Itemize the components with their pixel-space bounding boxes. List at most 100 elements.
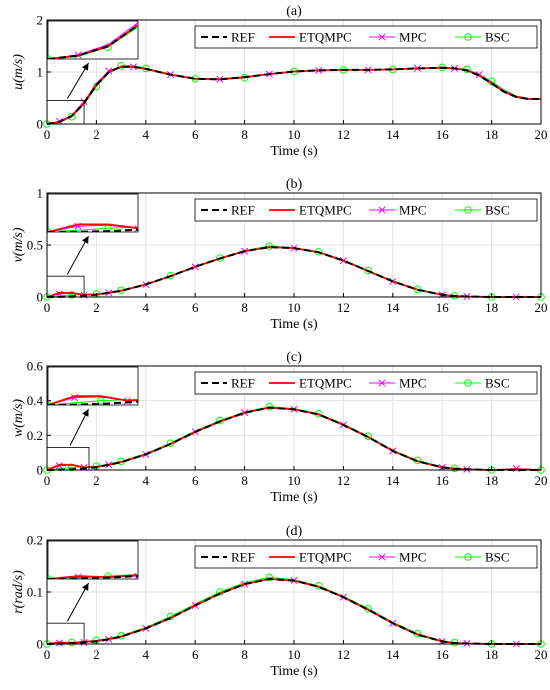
y-tick-label: 0.6 [27,359,44,374]
legend-label-bsc: BSC [485,203,510,218]
x-tick-label: 10 [288,647,301,662]
marker-bsc [464,553,472,561]
x-tick-label: 20 [535,473,548,488]
inset-series [48,222,138,232]
legend-label-bsc: BSC [485,550,510,565]
legend: REF ETQMPC MPC BSC [194,545,538,569]
marker-mpc [74,573,82,579]
marker-bsc [48,401,52,405]
x-tick-label: 6 [192,127,199,142]
x-tick-label: 12 [337,300,350,315]
x-tick-label: 2 [93,300,100,315]
legend: REF ETQMPC MPC BSC [194,371,538,395]
x-tick-label: 6 [192,647,199,662]
x-tick-label: 20 [535,127,548,142]
inset-series [48,21,138,59]
legend-label-ref: REF [231,203,255,218]
legend-label-etqmpc: ETQMPC [299,376,352,391]
y-tick-label: 2 [37,13,44,28]
y-tick-label: 0 [37,463,44,478]
x-tick-label: 12 [337,473,350,488]
legend-label-mpc: MPC [399,550,426,565]
x-tick-label: 18 [485,300,498,315]
inset-arrow-head [82,236,89,244]
legend-label-etqmpc: ETQMPC [299,30,352,45]
legend-box [194,371,538,395]
legend-label-ref: REF [231,30,255,45]
legend-label-mpc: MPC [399,30,426,45]
panel-title: (a) [286,4,302,19]
panel-d: 0 2 4 6 8 10 12 14 16 18 20 0 0.1 0.2 (d) Time (s) r(rad… [11,524,548,679]
inset [47,366,139,406]
y-tick-label: 0 [37,117,44,132]
x-tick-label: 6 [192,300,199,315]
inset [47,193,139,233]
x-tick-label: 18 [485,127,498,142]
x-tick-label: 20 [535,647,548,662]
marker-bsc [265,242,274,250]
x-tick-label: 8 [241,647,248,662]
y-axis-label: w(m/s) [11,399,26,437]
x-tick-label: 10 [288,473,301,488]
marker-bsc [48,55,52,59]
y-tick-label: 1 [37,65,44,80]
legend-box [194,198,538,222]
x-axis-label: Time (s) [270,664,318,679]
x-tick-label: 8 [241,127,248,142]
panel-title: (d) [286,524,303,539]
y-tick-label: 0.4 [27,393,44,408]
marker-mpc [134,21,138,27]
marker-bsc [464,33,472,41]
ticks: 0 2 4 6 8 10 12 14 16 18 20 0 0.5 1 [27,186,548,316]
panel-c: 0 2 4 6 8 10 12 14 16 18 20 0 0.2 0.4 0.6 (c) Time (s) w(… [11,350,548,505]
legend-label-mpc: MPC [399,376,426,391]
inset [47,20,139,60]
y-axis-label: v(m/s) [11,227,26,262]
marker-mpc [378,33,386,41]
y-tick-label: 0 [37,290,44,305]
x-axis-label: Time (s) [270,144,318,159]
x-tick-label: 18 [485,473,498,488]
x-tick-label: 14 [386,300,400,315]
x-tick-label: 0 [44,300,51,315]
inset-arrow-head [82,409,89,417]
inset-series [48,572,138,579]
inset-arrow [66,235,89,275]
legend: REF ETQMPC MPC BSC [194,25,538,49]
ticks: 0 2 4 6 8 10 12 14 16 18 20 0 0.1 0.2 [27,533,548,663]
x-tick-label: 4 [143,127,150,142]
x-tick-label: 16 [436,647,450,662]
marker-mpc [378,206,386,214]
y-tick-label: 0.1 [27,585,43,600]
legend-label-etqmpc: ETQMPC [299,203,352,218]
x-tick-label: 12 [337,647,350,662]
y-tick-label: 0.2 [27,428,43,443]
x-tick-label: 10 [288,127,301,142]
inset-arrow-head [81,63,89,71]
legend-label-etqmpc: ETQMPC [299,550,352,565]
y-axis-label: r(rad/s) [11,570,26,614]
ticks: 0 2 4 6 8 10 12 14 16 18 20 0 0.2 0.4 0.6 [27,359,548,489]
marker-mpc [134,572,138,579]
inset-frame [47,20,139,60]
x-tick-label: 10 [288,300,301,315]
marker-bsc [48,575,52,579]
x-tick-label: 4 [143,300,150,315]
inset-arrow [66,582,89,622]
marker-mpc [378,379,386,387]
x-tick-label: 2 [93,647,100,662]
x-axis-label: Time (s) [270,317,318,332]
marker-mpc [378,553,386,561]
panel-title: (c) [286,350,302,365]
marker-bsc [97,396,105,405]
x-tick-label: 4 [143,473,150,488]
x-tick-label: 12 [337,127,350,142]
panel-b: 0 2 4 6 8 10 12 14 16 18 20 0 0.5 1 (b) Time (s) v(m/s) R… [11,177,548,332]
inset-frame [47,540,139,580]
inset-frame [47,366,139,406]
legend-label-bsc: BSC [485,30,510,45]
marker-bsc [67,291,76,299]
marker-bsc [265,573,274,582]
